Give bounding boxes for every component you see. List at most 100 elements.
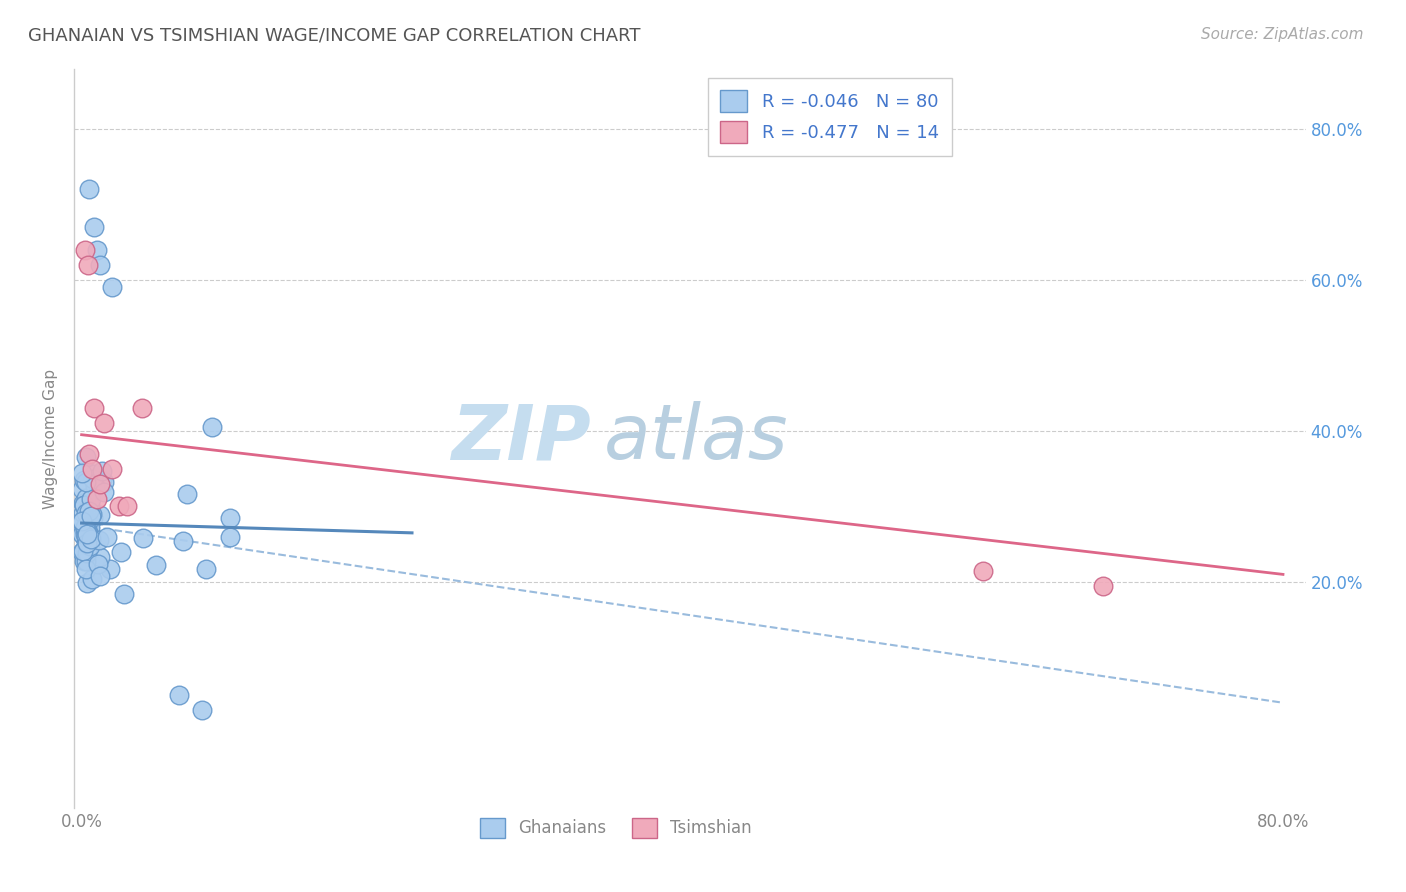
Point xyxy=(75,491,97,506)
Point xyxy=(83,220,105,235)
Point xyxy=(75,530,97,544)
Point xyxy=(72,515,94,529)
Point xyxy=(90,473,112,487)
Point xyxy=(972,564,994,578)
Point xyxy=(73,554,96,568)
Point xyxy=(98,561,121,575)
Point xyxy=(80,532,103,546)
Point xyxy=(89,508,111,523)
Text: ZIP: ZIP xyxy=(451,401,592,475)
Point xyxy=(75,507,97,521)
Point xyxy=(80,572,103,586)
Point xyxy=(73,498,96,512)
Point xyxy=(176,487,198,501)
Text: atlas: atlas xyxy=(603,401,789,475)
Point xyxy=(131,401,153,416)
Point xyxy=(82,472,104,486)
Point xyxy=(73,520,96,534)
Point xyxy=(89,533,111,547)
Point xyxy=(72,527,94,541)
Point xyxy=(75,554,97,568)
Point xyxy=(72,514,94,528)
Point xyxy=(79,509,101,524)
Point xyxy=(93,484,115,499)
Point xyxy=(72,483,94,497)
Point xyxy=(76,524,98,538)
Point xyxy=(110,545,132,559)
Point xyxy=(172,534,194,549)
Point xyxy=(76,527,98,541)
Point xyxy=(112,587,135,601)
Point xyxy=(93,417,115,431)
Point xyxy=(83,401,105,416)
Point xyxy=(76,524,98,539)
Point xyxy=(72,467,94,481)
Point xyxy=(89,549,111,564)
Point xyxy=(76,536,98,550)
Point xyxy=(72,526,94,541)
Point xyxy=(73,529,96,543)
Y-axis label: Wage/Income Gap: Wage/Income Gap xyxy=(44,368,58,508)
Point xyxy=(75,522,97,536)
Point xyxy=(72,473,94,487)
Text: GHANAIAN VS TSIMSHIAN WAGE/INCOME GAP CORRELATION CHART: GHANAIAN VS TSIMSHIAN WAGE/INCOME GAP CO… xyxy=(28,27,641,45)
Point xyxy=(73,498,96,512)
Point xyxy=(89,476,111,491)
Point xyxy=(76,546,98,560)
Point xyxy=(195,562,218,576)
Point xyxy=(80,527,103,541)
Point xyxy=(75,518,97,533)
Point xyxy=(86,491,108,506)
Point xyxy=(96,530,118,544)
Point xyxy=(77,503,100,517)
Point xyxy=(108,500,131,514)
Point xyxy=(75,450,97,464)
Point xyxy=(91,464,114,478)
Point xyxy=(89,258,111,272)
Point xyxy=(100,280,122,294)
Point xyxy=(75,520,97,534)
Point xyxy=(76,575,98,590)
Point xyxy=(73,243,96,257)
Point xyxy=(87,558,110,572)
Point xyxy=(77,501,100,516)
Point xyxy=(219,511,242,525)
Point xyxy=(93,475,115,489)
Point xyxy=(73,527,96,541)
Point xyxy=(72,496,94,510)
Point xyxy=(83,467,105,481)
Point xyxy=(167,688,190,702)
Point xyxy=(201,419,224,434)
Point xyxy=(79,499,101,513)
Legend: Ghanaians, Tsimshian: Ghanaians, Tsimshian xyxy=(474,811,758,845)
Point xyxy=(77,182,100,196)
Point xyxy=(72,506,94,520)
Point xyxy=(75,524,97,539)
Point xyxy=(76,258,98,272)
Point xyxy=(77,446,100,460)
Point xyxy=(115,500,138,514)
Text: Source: ZipAtlas.com: Source: ZipAtlas.com xyxy=(1201,27,1364,42)
Point xyxy=(86,243,108,257)
Point xyxy=(100,461,122,475)
Point xyxy=(72,544,94,558)
Point xyxy=(82,510,104,524)
Point xyxy=(219,530,242,544)
Point xyxy=(190,703,212,717)
Point xyxy=(75,562,97,576)
Point xyxy=(79,539,101,553)
Point xyxy=(80,491,103,506)
Point xyxy=(145,558,167,573)
Point xyxy=(79,521,101,535)
Point xyxy=(82,461,104,475)
Point xyxy=(76,503,98,517)
Point xyxy=(80,507,103,521)
Point xyxy=(75,528,97,542)
Point xyxy=(77,515,100,529)
Point xyxy=(132,531,155,545)
Point xyxy=(75,475,97,490)
Point xyxy=(89,569,111,583)
Point xyxy=(72,545,94,559)
Point xyxy=(76,535,98,549)
Point xyxy=(84,479,107,493)
